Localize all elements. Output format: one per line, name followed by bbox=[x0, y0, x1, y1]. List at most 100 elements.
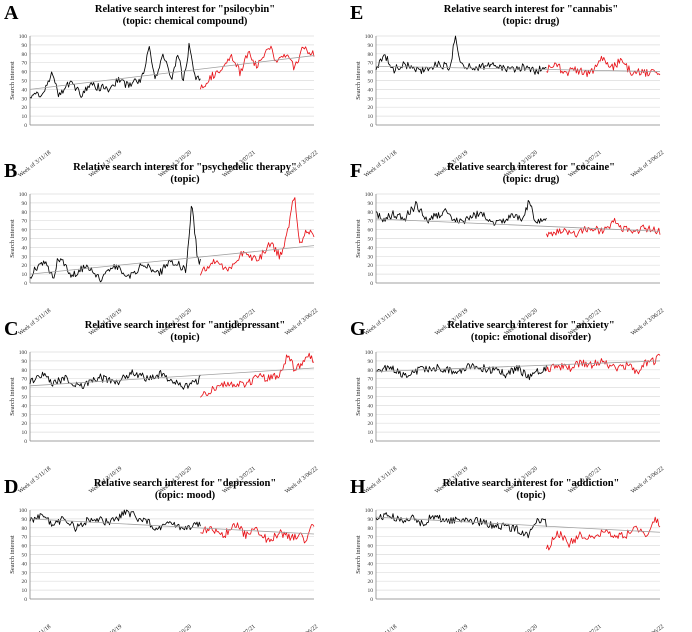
panel-letter: A bbox=[4, 2, 19, 24]
series-line-post bbox=[545, 516, 661, 551]
y-tick-label: 30 bbox=[368, 96, 374, 102]
series-line-post bbox=[546, 217, 661, 238]
panel-title: Relative search interest for "psychedeli… bbox=[60, 162, 310, 186]
y-tick-label: 70 bbox=[368, 61, 374, 67]
y-tick-label: 10 bbox=[22, 588, 28, 594]
title-line-1: Relative search interest for "cocaine" bbox=[447, 162, 615, 173]
y-tick-label: 80 bbox=[22, 526, 28, 532]
y-tick-label: 50 bbox=[22, 79, 28, 85]
y-axis-label: Search interest bbox=[9, 377, 16, 416]
series-line-pre bbox=[29, 509, 201, 532]
trend-line bbox=[375, 65, 661, 72]
y-tick-label: 20 bbox=[368, 263, 374, 269]
x-tick-label: Week of 3/07/21 bbox=[221, 623, 257, 632]
panel-a: A Relative search interest for "psilocybi… bbox=[0, 0, 346, 179]
y-tick-label: 60 bbox=[22, 544, 28, 550]
series-line-pre bbox=[29, 42, 201, 99]
title-line-2: (topic: drug) bbox=[502, 16, 560, 27]
trend-line bbox=[375, 516, 661, 533]
y-tick-label: 100 bbox=[365, 508, 374, 514]
y-tick-label: 80 bbox=[368, 526, 374, 532]
panel-letter: F bbox=[350, 160, 363, 182]
y-tick-label: 0 bbox=[24, 123, 27, 129]
y-tick-label: 90 bbox=[22, 517, 28, 523]
y-tick-label: 90 bbox=[22, 359, 28, 365]
y-tick-label: 100 bbox=[365, 34, 374, 40]
y-tick-label: 10 bbox=[368, 272, 374, 278]
y-tick-label: 50 bbox=[368, 79, 374, 85]
series-line-post bbox=[199, 45, 315, 90]
series-line-post bbox=[200, 352, 315, 398]
y-tick-label: 20 bbox=[22, 579, 28, 585]
panel-c: C Relative search interest for "antidepre… bbox=[0, 316, 346, 495]
y-tick-label: 10 bbox=[368, 114, 374, 120]
y-tick-label: 70 bbox=[22, 61, 28, 67]
panel-title: Relative search interest for "anxiety" (t… bbox=[406, 320, 656, 344]
panel-g: G Relative search interest for "anxiety"(… bbox=[346, 316, 692, 495]
panel-title: Relative search interest for "antidepres… bbox=[60, 320, 310, 344]
y-axis-label: Search interest bbox=[355, 377, 362, 416]
y-tick-label: 70 bbox=[22, 377, 28, 383]
y-tick-label: 80 bbox=[368, 368, 374, 374]
y-tick-label: 50 bbox=[368, 237, 374, 243]
y-tick-label: 0 bbox=[370, 281, 373, 287]
y-tick-label: 50 bbox=[368, 553, 374, 559]
y-tick-label: 10 bbox=[22, 272, 28, 278]
trend-line bbox=[29, 55, 315, 90]
title-line-2: (topic: drug) bbox=[502, 174, 560, 185]
y-tick-label: 50 bbox=[22, 553, 28, 559]
y-axis-label: Search interest bbox=[9, 61, 16, 100]
y-tick-label: 100 bbox=[19, 192, 28, 198]
series-line-pre bbox=[29, 205, 201, 283]
y-tick-label: 40 bbox=[22, 403, 28, 409]
y-tick-label: 20 bbox=[368, 105, 374, 111]
series-line-pre bbox=[375, 35, 547, 75]
y-tick-label: 30 bbox=[368, 570, 374, 576]
y-tick-label: 20 bbox=[22, 263, 28, 269]
y-tick-label: 90 bbox=[368, 201, 374, 207]
x-tick-label: Week of 3/10/19 bbox=[88, 623, 124, 632]
y-tick-label: 60 bbox=[22, 228, 28, 234]
series-line-post bbox=[200, 522, 315, 544]
trend-line bbox=[29, 245, 315, 275]
y-tick-label: 30 bbox=[22, 412, 28, 418]
title-line-2: (topic) bbox=[170, 174, 200, 185]
y-tick-label: 40 bbox=[368, 403, 374, 409]
y-tick-label: 60 bbox=[368, 544, 374, 550]
y-tick-label: 60 bbox=[22, 70, 28, 76]
y-tick-label: 80 bbox=[368, 210, 374, 216]
trend-line bbox=[29, 367, 315, 387]
y-tick-label: 30 bbox=[22, 254, 28, 260]
series-line-pre bbox=[375, 199, 547, 226]
y-tick-label: 40 bbox=[22, 561, 28, 567]
y-tick-label: 10 bbox=[22, 430, 28, 436]
y-tick-label: 50 bbox=[368, 395, 374, 401]
y-tick-label: 80 bbox=[368, 52, 374, 58]
series-line-pre bbox=[29, 369, 201, 390]
y-tick-label: 0 bbox=[370, 597, 373, 603]
x-tick-label: Week of 3/06/22 bbox=[630, 623, 666, 632]
y-tick-label: 70 bbox=[22, 219, 28, 225]
trend-line bbox=[29, 518, 315, 535]
y-tick-label: 90 bbox=[368, 359, 374, 365]
series-line-post bbox=[545, 353, 661, 375]
title-line-2: (topic: chemical compound) bbox=[122, 16, 248, 27]
y-tick-label: 0 bbox=[370, 123, 373, 129]
y-tick-label: 70 bbox=[368, 219, 374, 225]
y-tick-label: 90 bbox=[22, 201, 28, 207]
panel-letter: B bbox=[4, 160, 18, 182]
panel-d: D Relative search interest for "depressio… bbox=[0, 474, 346, 632]
y-tick-label: 70 bbox=[368, 535, 374, 541]
y-axis-label: Search interest bbox=[9, 535, 16, 574]
trend-line bbox=[375, 360, 661, 372]
y-tick-label: 10 bbox=[368, 588, 374, 594]
y-tick-label: 50 bbox=[22, 395, 28, 401]
title-line-2: (topic: mood) bbox=[154, 490, 216, 501]
y-tick-label: 60 bbox=[22, 386, 28, 392]
y-tick-label: 30 bbox=[368, 412, 374, 418]
y-tick-label: 80 bbox=[22, 52, 28, 58]
